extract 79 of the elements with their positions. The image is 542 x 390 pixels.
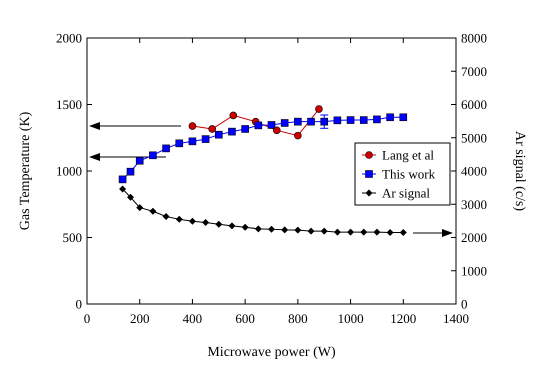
legend-label: This work xyxy=(382,166,436,182)
point xyxy=(373,228,380,236)
point xyxy=(268,226,275,233)
point xyxy=(294,118,302,126)
x-tick-label: 1200 xyxy=(390,311,416,326)
point xyxy=(119,185,126,192)
point xyxy=(320,228,328,235)
point xyxy=(202,135,210,143)
y2-tick-label: 5000 xyxy=(461,130,487,146)
point xyxy=(307,118,315,126)
point xyxy=(360,116,368,124)
point xyxy=(162,213,170,220)
y2-tick-label: 8000 xyxy=(461,30,487,46)
y-tick-label: 500 xyxy=(62,230,82,245)
point xyxy=(272,126,281,134)
x-tick-label: 800 xyxy=(288,311,308,326)
point xyxy=(188,138,196,146)
point xyxy=(188,218,196,225)
point xyxy=(241,125,249,133)
point xyxy=(386,113,394,122)
point xyxy=(175,140,184,148)
y-tick-label: 1000 xyxy=(56,164,82,178)
point xyxy=(215,220,222,228)
point xyxy=(334,228,341,236)
point xyxy=(315,105,323,113)
x-tick-label: 600 xyxy=(235,311,255,326)
point xyxy=(228,128,236,136)
point xyxy=(281,226,288,234)
y2-tick-label: 0 xyxy=(461,296,468,312)
point xyxy=(320,118,328,126)
y2-tick-label: 6000 xyxy=(461,97,487,112)
point xyxy=(334,116,342,124)
point xyxy=(136,204,144,212)
y2-tick-label: 4000 xyxy=(461,164,487,178)
point xyxy=(162,144,170,152)
point xyxy=(176,216,183,223)
legend-label: Ar signal xyxy=(382,186,430,200)
point xyxy=(242,224,249,231)
y-tick-label: 1500 xyxy=(56,97,82,112)
x-axis-title: Microwave power (W) xyxy=(207,345,336,360)
y-axis-title: Gas Temperature (K) xyxy=(18,111,33,230)
point xyxy=(346,116,354,124)
point xyxy=(294,132,302,140)
point xyxy=(360,228,368,236)
x-tick-label: 200 xyxy=(130,311,150,326)
point xyxy=(202,219,210,226)
point xyxy=(347,228,354,236)
legend-label: Lang et al xyxy=(382,148,434,162)
point xyxy=(254,225,262,232)
point xyxy=(268,121,276,129)
y2-tick-label: 3000 xyxy=(461,196,487,212)
point xyxy=(294,226,302,234)
x-tick-label: 1000 xyxy=(338,311,364,326)
point xyxy=(126,168,134,176)
point xyxy=(118,176,126,184)
point xyxy=(149,208,156,215)
y-tick-label: 2000 xyxy=(56,30,82,46)
point xyxy=(254,122,262,130)
y2-tick-label: 2000 xyxy=(461,230,487,245)
point xyxy=(308,228,315,235)
point xyxy=(399,113,408,122)
point xyxy=(188,122,196,130)
point xyxy=(136,156,144,165)
x-tick-label: 1400 xyxy=(443,311,469,326)
x-tick-label: 400 xyxy=(182,311,202,326)
y-tick-label: 0 xyxy=(76,296,82,312)
point xyxy=(149,152,157,160)
y2-axis-title: Ar signal (c/s) xyxy=(512,130,527,212)
point xyxy=(229,112,238,120)
point xyxy=(126,194,134,201)
point xyxy=(208,125,216,133)
point xyxy=(280,119,288,127)
point xyxy=(373,116,381,124)
point xyxy=(228,222,236,230)
point xyxy=(386,229,394,236)
point xyxy=(214,130,223,138)
point xyxy=(400,229,407,236)
y2-tick-label: 7000 xyxy=(461,64,487,79)
y2-tick-label: 1000 xyxy=(461,263,487,278)
